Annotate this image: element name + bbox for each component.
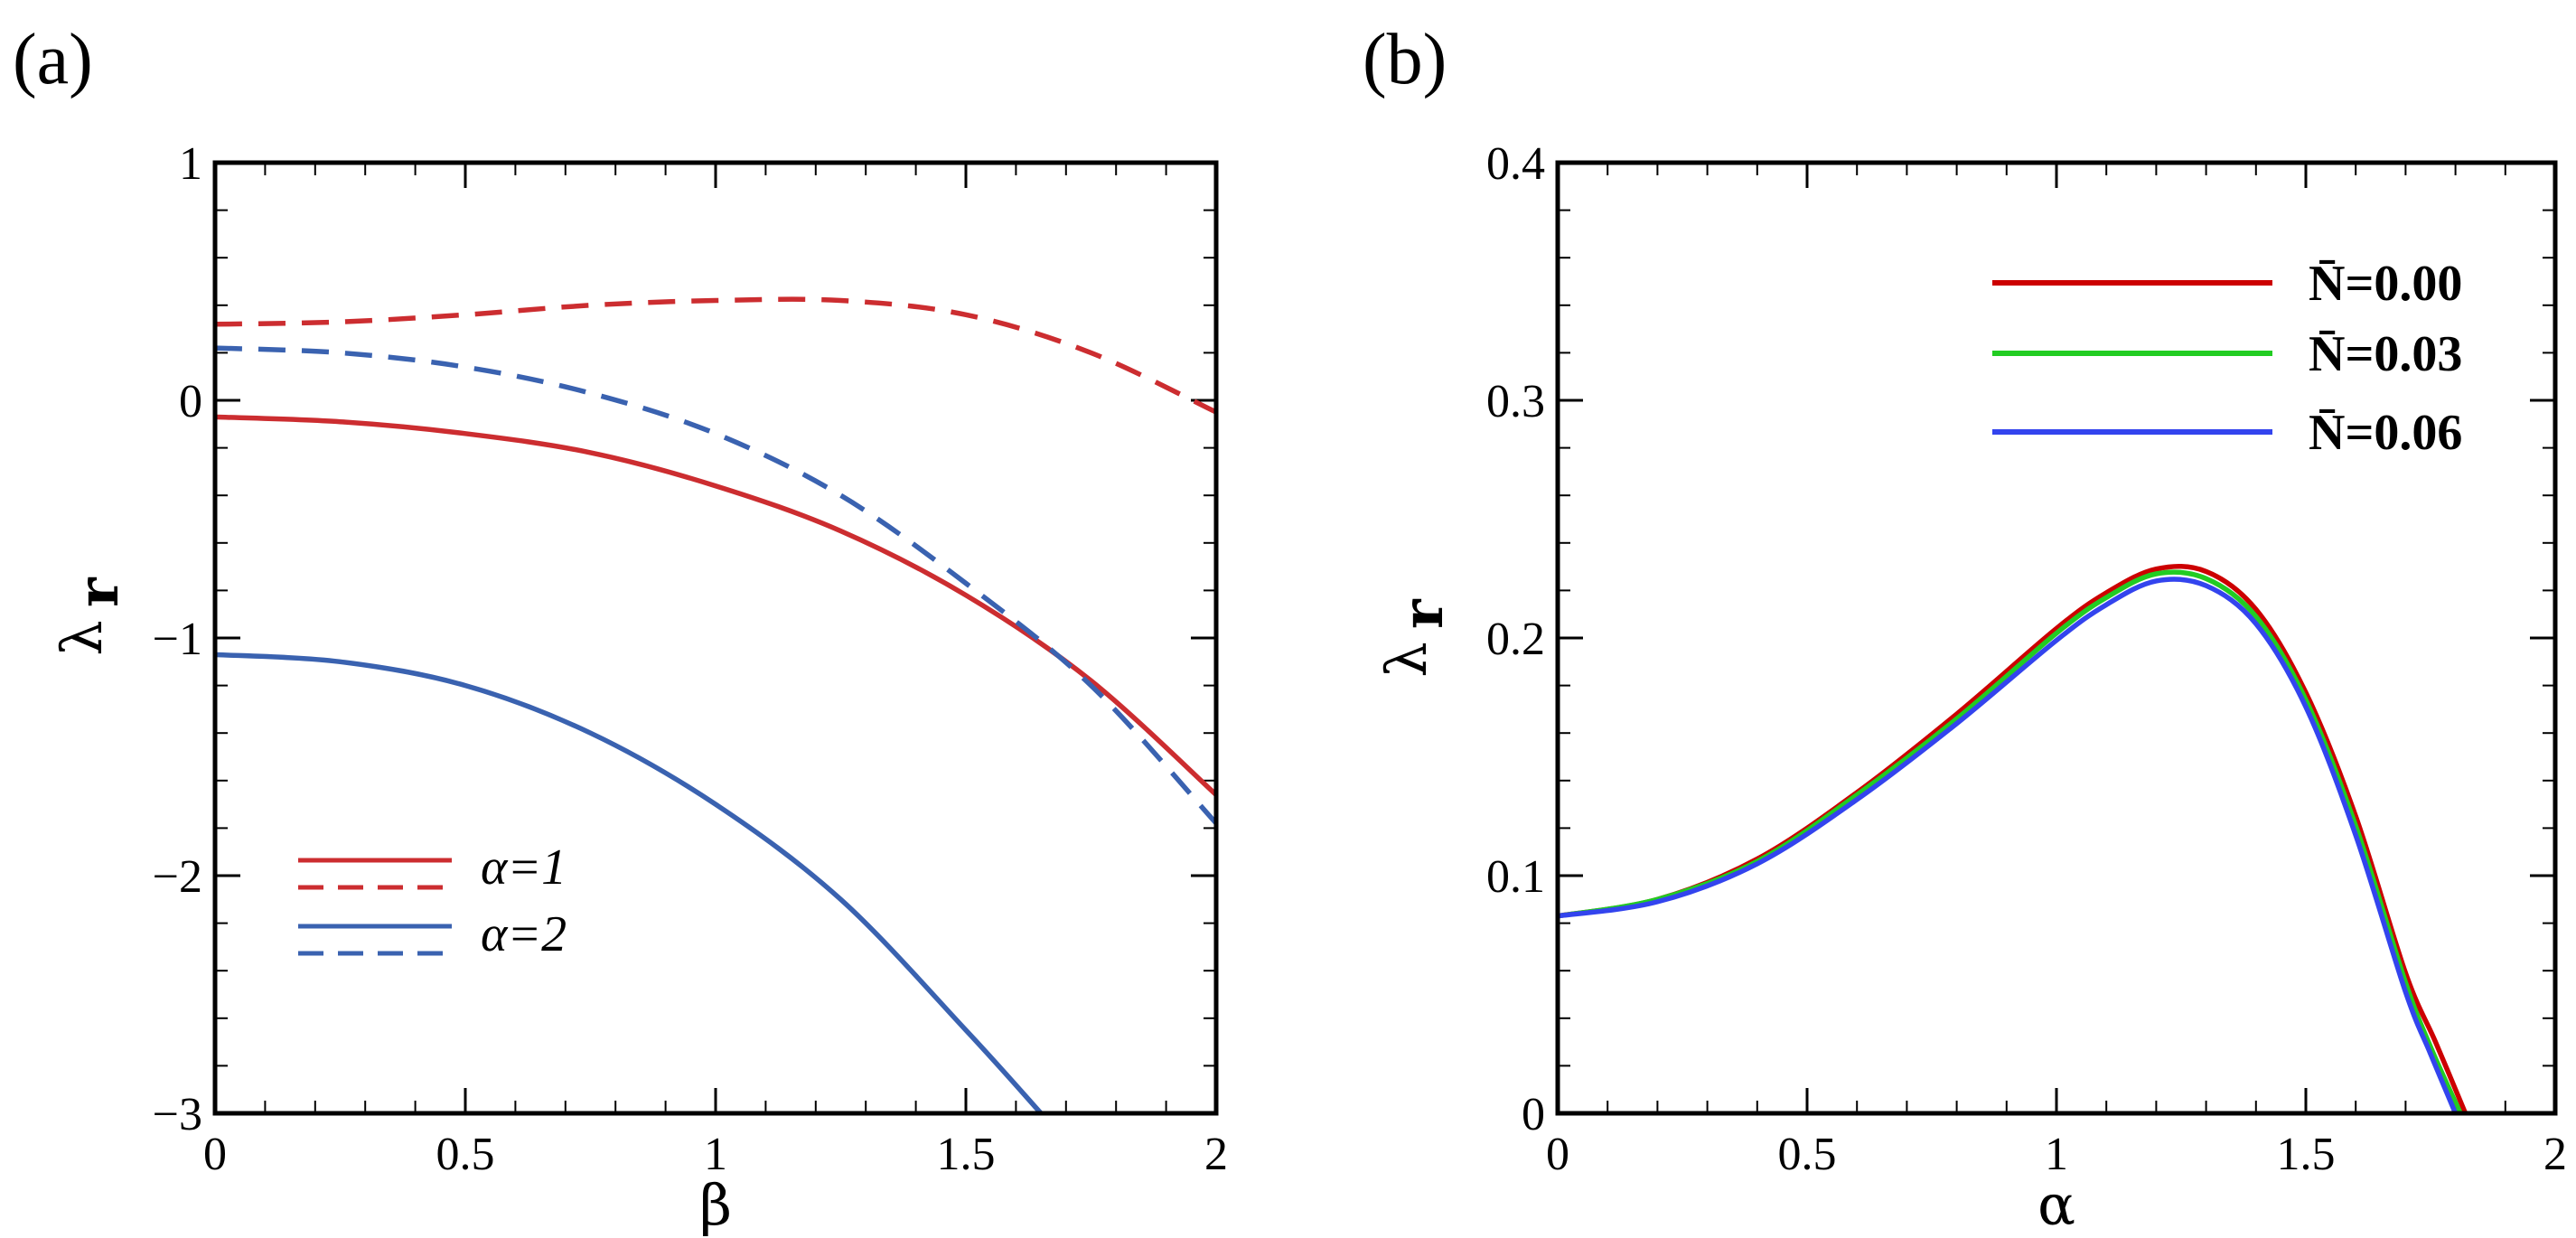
panel-b-xtick-label: 1.5 [2277, 1129, 2336, 1180]
panel-a-ytick-label: −3 [153, 1089, 202, 1140]
panel-b-legend: N̄=0.00 N̄=0.03 N̄=0.06 [1992, 256, 2462, 461]
panel-a-ylabel: λ r [49, 577, 131, 656]
panel-a-ylabel-main: λ [49, 620, 115, 655]
panel-b: (b) 0 0.5 1 1.5 2 0 0.1 0.2 0.3 0.4 α λ r N̄=0.00… [1363, 20, 2567, 1238]
panel-a-label: (a) [13, 20, 93, 99]
panel-a-xtick-label: 1 [704, 1129, 727, 1180]
legend-b3-label: N̄=0.06 [2309, 405, 2462, 461]
panel-b-series-2 [1557, 577, 2459, 1115]
panel-b-series [1557, 564, 2468, 1115]
panel-b-frame [1555, 160, 2558, 1116]
panel-b-label: (b) [1363, 20, 1447, 99]
panel-a-ytick-label: 1 [179, 138, 202, 190]
panel-b-xtick-label: 1 [2045, 1129, 2068, 1180]
panel-b-ytick-label: 0.1 [1486, 851, 1545, 903]
panel-b-xtick-label: 2 [2543, 1129, 2567, 1180]
panel-a-legend: α=1 α=2 [298, 839, 567, 962]
panel-b-ytick-label: 0.2 [1486, 614, 1545, 665]
panel-a-ytick-label: −2 [153, 851, 202, 903]
panel-a-ylabel-sub: r [65, 577, 131, 607]
panel-b-series-1 [1557, 569, 2463, 1115]
panel-b-xlabel: α [2037, 1172, 2075, 1238]
panel-b-xtick-label: 0.5 [1778, 1129, 1837, 1180]
panel-b-ytick-label: 0.3 [1486, 376, 1545, 427]
panel-a-xlabel: β [699, 1172, 732, 1238]
legend-a2-label: α=2 [481, 906, 567, 962]
panel-a-series [214, 296, 1219, 1115]
panel-a-ytick-label: −1 [153, 614, 202, 665]
panel-a-xtick-label: 2 [1204, 1129, 1228, 1180]
panel-a-series-1 [214, 296, 1218, 415]
panel-a-axes: 0 0.5 1 1.5 2 −3 −2 −1 0 1 [153, 138, 1228, 1180]
panel-a-series-2 [214, 652, 1044, 1115]
legend-b1-label: N̄=0.00 [2309, 256, 2462, 312]
panel-b-ytick-label: 0 [1522, 1089, 1545, 1140]
panel-a: (a) 0 0.5 1 1.5 2 −3 −2 −1 0 1 β λ r α=1 α=2 [13, 20, 1228, 1238]
panel-b-ylabel-sub: r [1390, 598, 1456, 629]
legend-b2-label: N̄=0.03 [2309, 326, 2462, 382]
panel-b-ytick-label: 0.4 [1486, 138, 1545, 190]
panel-a-frame [212, 160, 1219, 1116]
panel-a-series-3 [214, 345, 1219, 825]
panel-a-xtick-label: 0.5 [436, 1129, 495, 1180]
panel-a-xtick-label: 1.5 [937, 1129, 996, 1180]
panel-b-series-0 [1557, 564, 2468, 1115]
panel-b-xtick-label: 0 [1546, 1129, 1569, 1180]
legend-a1-label: α=1 [481, 839, 567, 896]
panel-b-ylabel-main: λ [1373, 642, 1439, 677]
panel-a-series-0 [214, 414, 1218, 797]
panel-a-ytick-label: 0 [179, 376, 202, 427]
panel-b-ylabel: λ r [1373, 598, 1456, 678]
panel-a-xtick-label: 0 [203, 1129, 227, 1180]
